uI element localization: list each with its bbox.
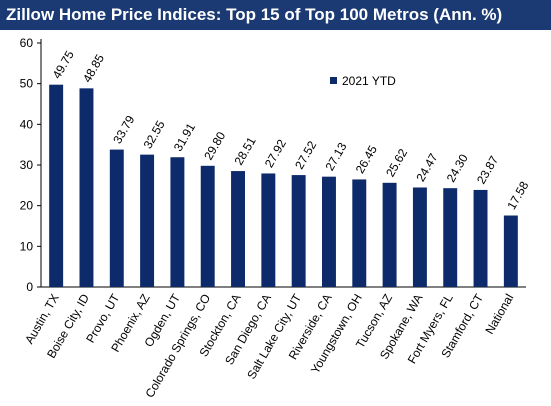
data-label: 26.45 xyxy=(353,143,380,176)
data-label: 27.52 xyxy=(292,138,319,171)
chart-title: Zillow Home Price Indices: Top 15 of Top… xyxy=(0,0,551,30)
data-label: 27.13 xyxy=(322,140,349,173)
bar xyxy=(382,182,397,287)
bar xyxy=(503,215,518,287)
data-label: 17.58 xyxy=(504,179,531,212)
bar xyxy=(473,189,488,287)
bar xyxy=(352,179,367,287)
bar xyxy=(231,171,246,287)
data-label: 48.85 xyxy=(80,52,107,85)
bar xyxy=(261,173,276,287)
bar xyxy=(49,84,64,287)
data-label: 24.47 xyxy=(413,151,440,184)
y-tick-label: 60 xyxy=(20,36,34,50)
y-tick-label: 30 xyxy=(20,158,34,172)
data-label: 49.75 xyxy=(50,48,77,81)
bar xyxy=(140,154,155,287)
data-label: 24.30 xyxy=(444,151,471,184)
data-label: 32.55 xyxy=(141,118,168,151)
y-tick-label: 20 xyxy=(20,199,34,213)
bar xyxy=(79,88,94,288)
data-label: 31.91 xyxy=(171,120,198,153)
data-label: 33.79 xyxy=(110,113,137,146)
bar xyxy=(170,157,185,287)
legend-swatch xyxy=(330,77,337,84)
y-tick-label: 10 xyxy=(20,239,34,253)
bar xyxy=(109,149,124,287)
data-label: 23.87 xyxy=(474,153,501,186)
bar xyxy=(443,188,458,287)
y-tick-label: 40 xyxy=(20,117,34,131)
data-label: 29.80 xyxy=(201,129,228,162)
category-label: National xyxy=(482,292,516,337)
data-label: 25.62 xyxy=(383,146,410,179)
bar xyxy=(321,176,336,287)
y-tick-label: 0 xyxy=(26,280,33,294)
bar xyxy=(412,187,427,287)
legend-label: 2021 YTD xyxy=(342,74,396,88)
data-label: 28.51 xyxy=(232,134,259,167)
bar xyxy=(291,175,306,287)
data-label: 27.92 xyxy=(262,137,289,170)
bar xyxy=(200,165,215,287)
y-tick-label: 50 xyxy=(20,77,34,91)
